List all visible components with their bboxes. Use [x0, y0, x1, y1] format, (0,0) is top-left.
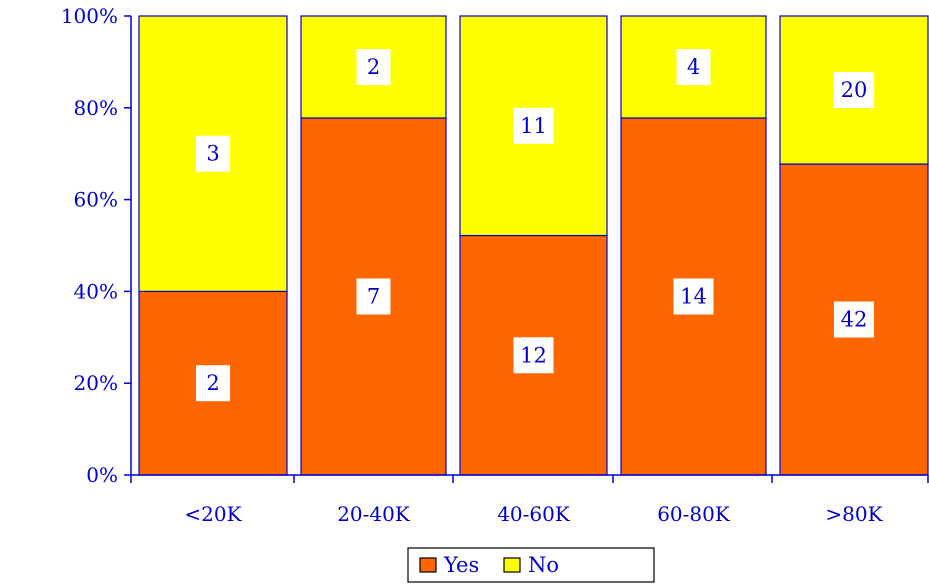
legend-label-no: No — [528, 553, 559, 577]
axes-layer: 0% 20% 40% 60% 80% 100% <20K 20-40K 40-60K 60-80K… — [61, 4, 929, 526]
data-label-no-0: 3 — [206, 142, 219, 166]
y-tick-label-0: 0% — [86, 463, 118, 487]
data-label-box-no-0 — [196, 135, 230, 172]
x-tick-label-4: >80K — [825, 502, 883, 526]
data-label-box-no-2 — [513, 107, 554, 144]
data-label-no-1: 2 — [367, 55, 380, 79]
data-label-box-no-4 — [834, 72, 874, 109]
data-label-box-yes-3 — [673, 278, 714, 315]
y-tick-label-2: 40% — [74, 279, 118, 303]
data-label-box-no-3 — [676, 49, 711, 85]
data-label-no-2: 11 — [520, 114, 547, 138]
data-label-box-yes-2 — [513, 337, 554, 374]
data-label-box-yes-0 — [196, 365, 230, 402]
legend: Yes No — [407, 547, 655, 583]
legend-swatch-yes — [419, 557, 437, 573]
data-label-no-4: 20 — [841, 78, 868, 102]
legend-swatch-no — [503, 557, 521, 573]
legend-box — [407, 547, 655, 583]
y-tick-label-3: 60% — [74, 188, 118, 212]
y-tick-label-5: 100% — [61, 4, 118, 28]
x-tick-label-3: 60-80K — [657, 502, 731, 526]
data-label-yes-3: 14 — [680, 285, 707, 309]
x-tick-label-0: <20K — [184, 502, 242, 526]
x-tick-label-1: 20-40K — [337, 502, 411, 526]
x-tick-label-2: 40-60K — [497, 502, 571, 526]
y-tick-label-4: 80% — [74, 96, 118, 120]
data-label-yes-0: 2 — [206, 371, 219, 395]
bars-layer — [138, 15, 929, 476]
data-label-yes-2: 12 — [520, 343, 547, 367]
bar-no-3 — [620, 15, 767, 119]
data-label-no-3: 4 — [687, 55, 700, 79]
data-labels-layer: 2 3 7 2 12 11 14 4 42 20 — [196, 49, 874, 402]
data-label-box-yes-1 — [356, 278, 391, 315]
legend-label-yes: Yes — [443, 553, 479, 577]
y-tick-label-1: 20% — [74, 371, 118, 395]
data-label-box-no-1 — [356, 49, 391, 85]
data-label-yes-1: 7 — [367, 285, 380, 309]
data-label-box-yes-4 — [834, 301, 874, 338]
data-label-yes-4: 42 — [841, 308, 868, 332]
